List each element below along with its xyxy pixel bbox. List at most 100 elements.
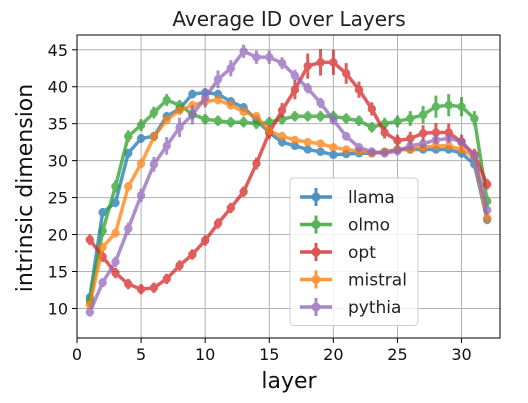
data-point: [98, 242, 107, 252]
data-point: [239, 47, 248, 56]
data-point: [418, 129, 428, 138]
data-point: [406, 141, 415, 151]
data-point: [290, 85, 300, 94]
legend-swatch-marker: [311, 302, 321, 312]
data-point: [162, 95, 171, 105]
data-point: [316, 139, 325, 148]
data-point: [213, 219, 223, 228]
y-tick-label: 20: [48, 226, 68, 245]
legend-box: [289, 177, 419, 326]
y-tick-label: 25: [48, 189, 68, 208]
x-tick-label: 0: [72, 345, 82, 364]
legend-label: pythia: [348, 298, 401, 318]
data-point: [111, 228, 120, 238]
data-point: [380, 149, 389, 158]
x-tick-label: 5: [136, 345, 146, 364]
y-tick-label: 40: [48, 78, 68, 97]
x-tick-label: 10: [195, 345, 215, 364]
chart-title: Average ID over Layers: [172, 7, 405, 31]
data-point: [444, 134, 453, 143]
legend-entry-llama: [300, 188, 332, 206]
data-point: [239, 107, 248, 117]
data-point: [85, 307, 95, 317]
data-point: [85, 235, 95, 244]
data-point: [367, 147, 377, 156]
data-point: [316, 58, 325, 67]
data-point: [303, 112, 312, 121]
data-point: [136, 120, 146, 130]
data-point: [200, 115, 210, 124]
data-point: [124, 132, 133, 141]
data-point: [341, 145, 351, 154]
data-point: [431, 135, 441, 145]
data-point: [252, 119, 261, 128]
legend-swatch-marker: [311, 275, 321, 284]
data-point: [252, 159, 261, 168]
data-point: [277, 106, 287, 115]
data-point: [200, 236, 210, 245]
data-point: [393, 146, 402, 156]
data-point: [406, 114, 415, 123]
data-point: [213, 75, 223, 84]
data-point: [341, 132, 351, 141]
data-point: [341, 114, 351, 123]
data-point: [431, 102, 441, 111]
data-point: [213, 89, 223, 99]
data-point: [380, 128, 389, 137]
data-point: [418, 139, 428, 148]
legend-entry-mistral: [300, 270, 332, 289]
data-point: [226, 118, 236, 127]
legend-swatch-marker: [311, 247, 321, 257]
data-point: [277, 137, 287, 147]
data-point: [111, 198, 120, 207]
legend-swatch-marker: [311, 220, 321, 229]
x-axis-label: layer: [261, 369, 317, 394]
data-point: [303, 137, 312, 147]
data-point: [482, 205, 492, 215]
data-point: [457, 102, 466, 111]
data-point: [124, 182, 133, 191]
data-point: [124, 224, 133, 233]
data-point: [252, 112, 261, 121]
data-point: [329, 150, 338, 159]
y-tick-label: 45: [48, 41, 68, 60]
data-point: [303, 145, 312, 154]
data-point: [354, 85, 364, 94]
series-olmo: [85, 94, 492, 307]
data-point: [418, 110, 428, 120]
y-tick-label: 35: [48, 115, 68, 134]
legend: llama olmo opt mistral pythia: [289, 177, 419, 326]
data-point: [265, 52, 274, 62]
data-point: [354, 143, 364, 152]
data-point: [239, 187, 248, 196]
data-point: [290, 135, 300, 145]
series-line: [88, 98, 489, 302]
legend-label: mistral: [348, 271, 407, 291]
data-point: [175, 261, 184, 270]
data-point: [290, 141, 300, 151]
y-tick-label: 30: [48, 152, 68, 171]
data-point: [124, 279, 133, 289]
data-point: [406, 134, 415, 143]
data-point: [136, 159, 146, 168]
data-point: [213, 116, 223, 125]
y-tick-label: 10: [48, 299, 68, 318]
data-point: [316, 112, 325, 121]
data-point: [175, 123, 184, 132]
series-layer: [85, 44, 492, 317]
data-point: [431, 141, 441, 151]
data-point: [316, 147, 325, 156]
data-point: [265, 126, 274, 136]
data-point: [444, 141, 453, 151]
data-point: [111, 257, 120, 267]
series-opt: [85, 49, 492, 295]
series-mistral: [85, 95, 492, 310]
data-point: [303, 84, 312, 93]
data-point: [457, 145, 466, 154]
legend-swatch-marker: [311, 192, 321, 202]
y-axis-label: intrinsic dimension: [13, 84, 38, 292]
data-point: [98, 278, 107, 287]
data-point: [226, 64, 236, 73]
legend-entry-olmo: [300, 215, 332, 234]
